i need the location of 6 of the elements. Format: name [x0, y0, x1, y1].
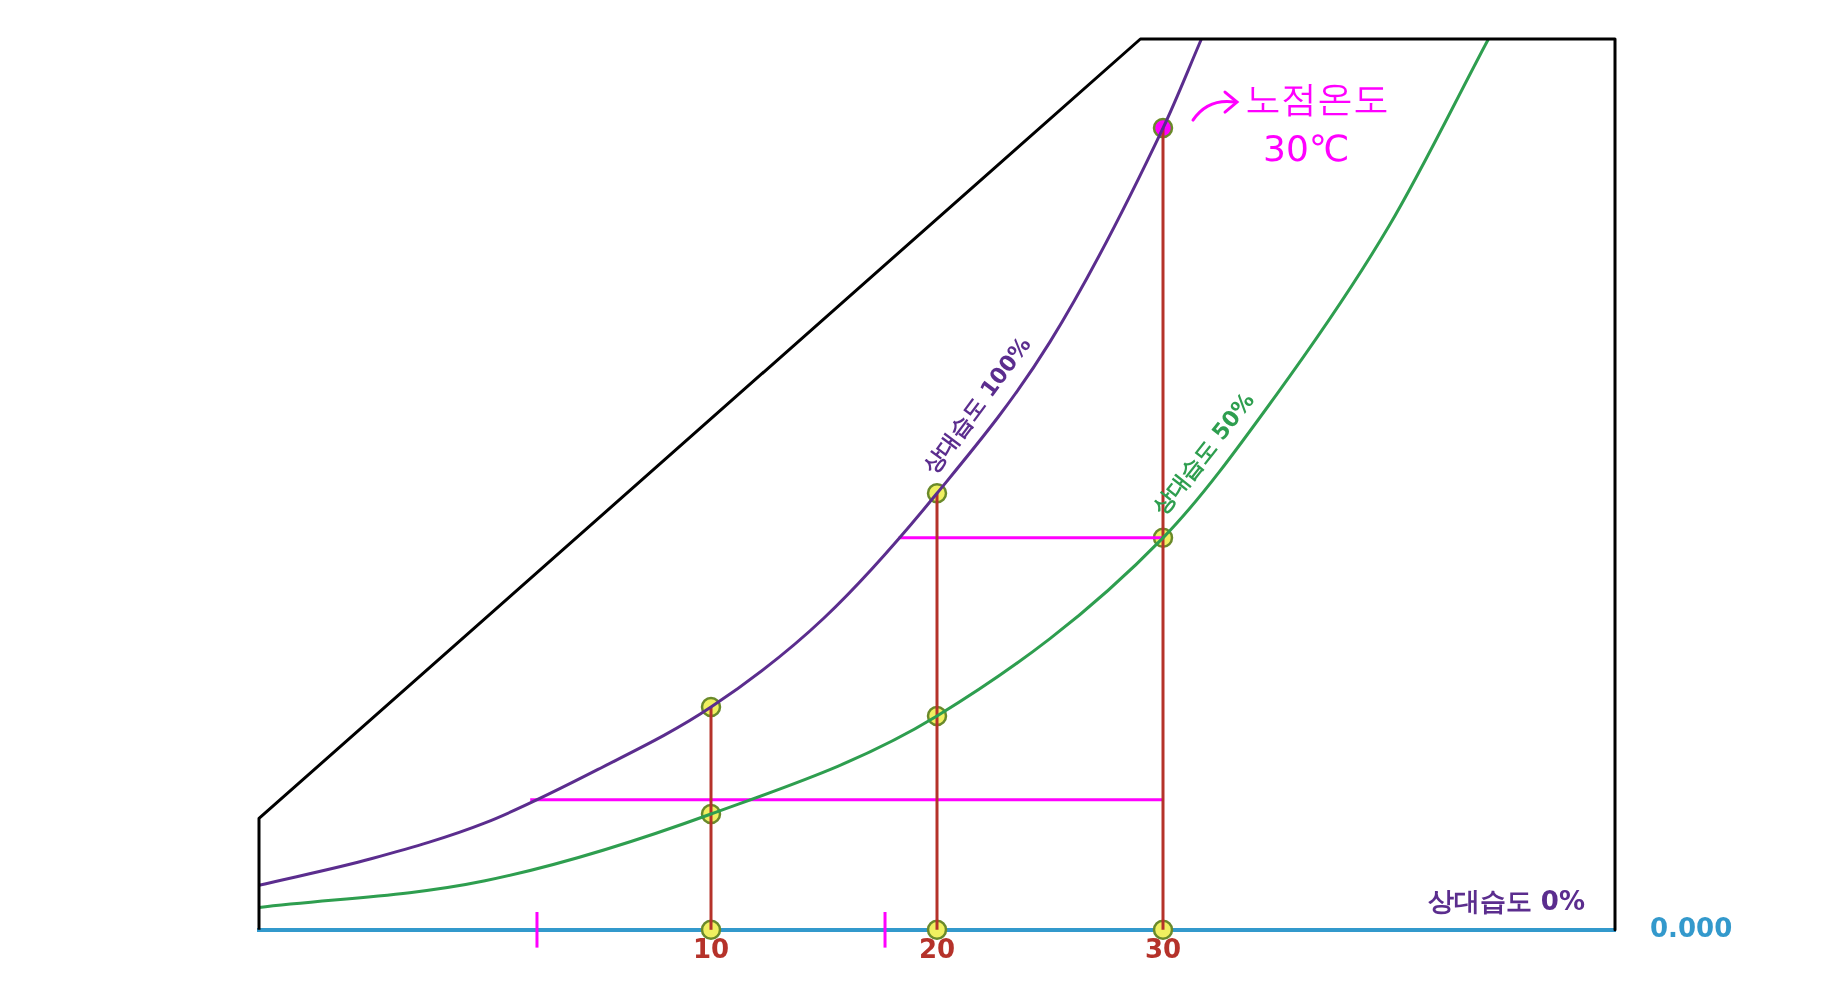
annotation: 0.000 — [1650, 912, 1733, 943]
annotation: 노점온도 30℃ — [1245, 78, 1389, 170]
x-tick-label: 10 — [692, 934, 730, 965]
x-tick-label: 30 — [1144, 934, 1182, 965]
annotation: 상대습도 0% — [1427, 885, 1585, 916]
x-tick-label: 20 — [918, 934, 956, 965]
